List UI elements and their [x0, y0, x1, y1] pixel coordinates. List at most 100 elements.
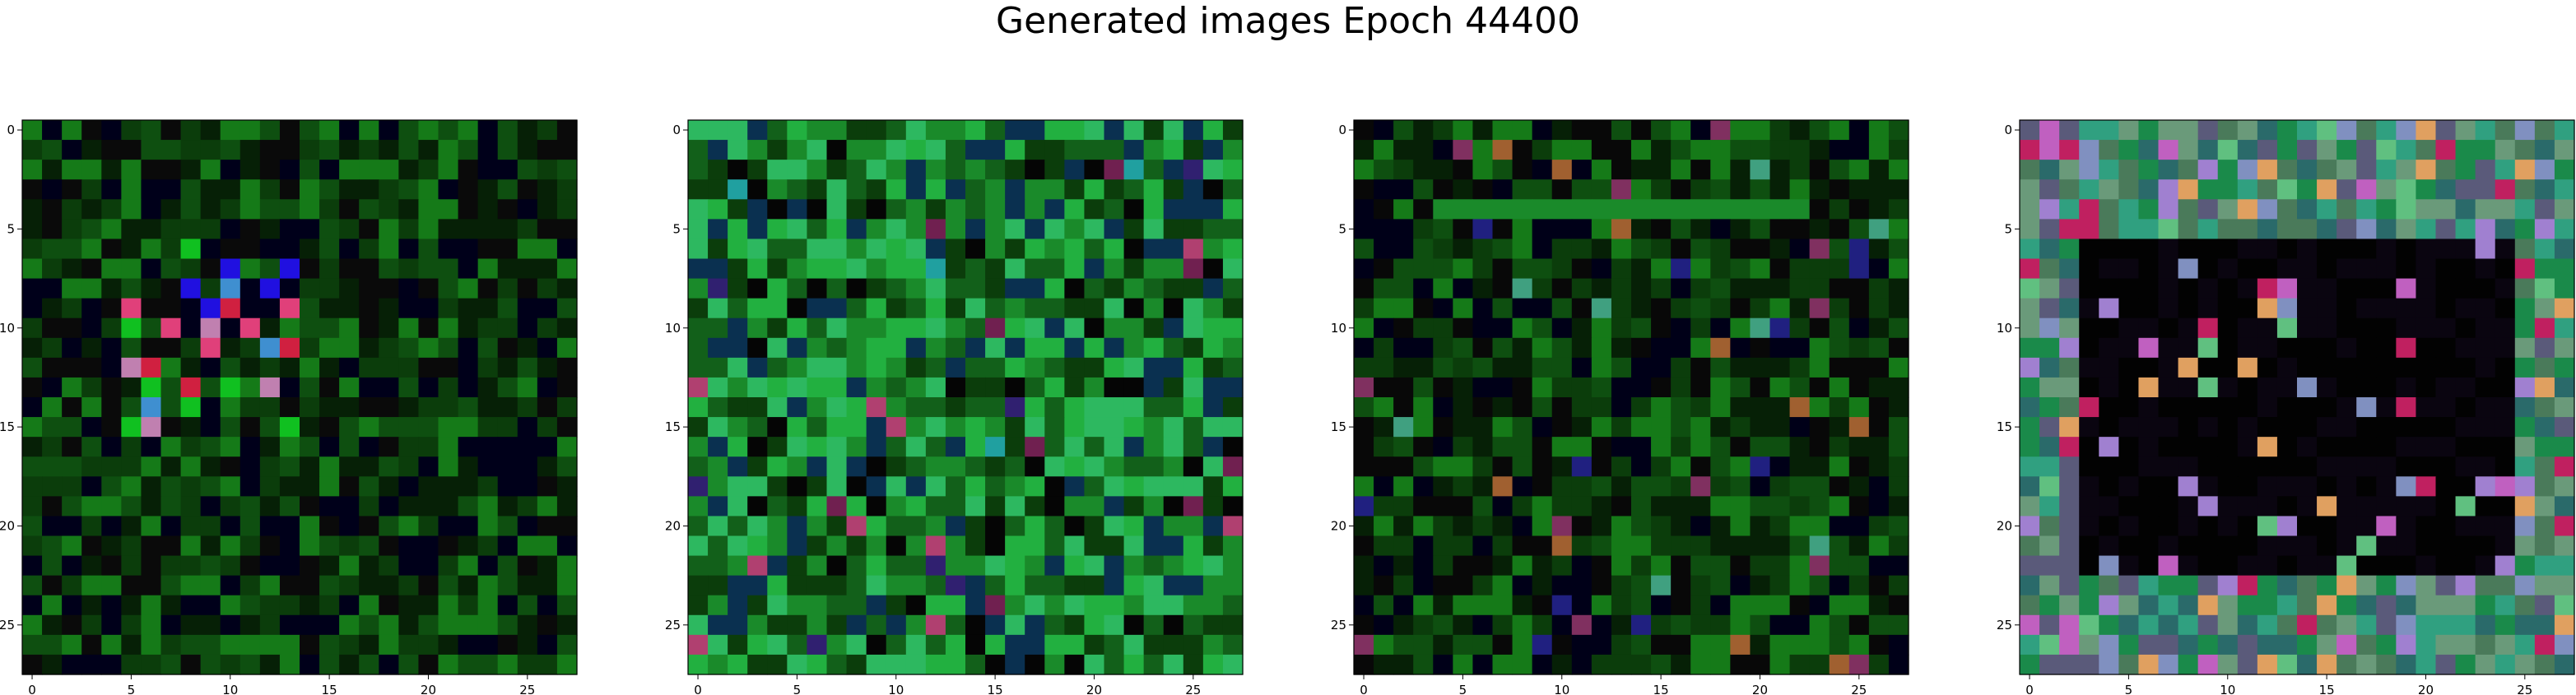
heatmap-cell: [2356, 456, 2377, 477]
heatmap-cell: [2337, 179, 2357, 200]
heatmap-cell: [866, 555, 887, 577]
heatmap-cell: [398, 160, 420, 180]
heatmap-cell: [2257, 219, 2278, 240]
heatmap-cell: [81, 160, 102, 180]
heatmap-cell: [438, 298, 459, 319]
heatmap-cell: [1532, 357, 1553, 378]
heatmap-cell: [2455, 219, 2476, 240]
heatmap-cell: [826, 317, 848, 339]
heatmap-cell: [866, 575, 887, 596]
heatmap-cell: [1611, 476, 1632, 497]
heatmap-cell: [708, 555, 728, 577]
heatmap-cell: [1472, 337, 1494, 359]
heatmap-cell: [2099, 258, 2119, 280]
heatmap-cell: [2554, 219, 2575, 240]
heatmap-cell: [2554, 496, 2575, 517]
heatmap-cell: [2396, 219, 2417, 240]
heatmap-cell: [101, 654, 122, 675]
heatmap-cell: [2495, 437, 2516, 457]
heatmap-cell: [398, 417, 420, 438]
heatmap-cell: [1690, 219, 1711, 240]
heatmap-cell: [747, 397, 768, 418]
heatmap-cell: [2276, 278, 2298, 299]
heatmap-cell: [1690, 575, 1711, 596]
heatmap-cell: [1354, 120, 1374, 141]
heatmap-cell: [418, 496, 439, 517]
heatmap-cell: [2475, 397, 2496, 418]
heatmap-cell: [1354, 437, 1374, 457]
heatmap-cell: [1888, 278, 1909, 299]
heatmap-cell: [1143, 595, 1165, 616]
heatmap-cell: [708, 456, 728, 477]
heatmap-cell: [2079, 140, 2099, 160]
heatmap-cell: [239, 160, 261, 180]
heatmap-cell: [2138, 160, 2160, 180]
heatmap-cell: [905, 456, 927, 477]
heatmap-cell: [2317, 654, 2337, 675]
heatmap-cell: [2276, 179, 2298, 200]
heatmap-cell: [2376, 357, 2397, 378]
heatmap-cell: [866, 120, 887, 141]
heatmap-cell: [2079, 476, 2099, 497]
heatmap-cell: [398, 397, 420, 418]
heatmap-cell: [1868, 516, 1890, 537]
heatmap-cell: [556, 575, 578, 596]
heatmap-cell: [1123, 555, 1145, 577]
heatmap-cell: [1551, 120, 1573, 141]
heatmap-cell: [2257, 337, 2278, 359]
heatmap-cell: [220, 614, 241, 636]
heatmap-cell: [1453, 258, 1474, 280]
heatmap-cell: [1868, 437, 1890, 457]
heatmap-cell: [259, 456, 281, 477]
heatmap-cell: [985, 397, 1006, 418]
heatmap-cell: [121, 239, 142, 260]
heatmap-cell: [2118, 535, 2140, 557]
heatmap-cell: [379, 397, 399, 418]
heatmap-cell: [708, 437, 728, 457]
heatmap-cell: [1690, 140, 1711, 160]
heatmap-cell: [2455, 317, 2476, 339]
heatmap-cell: [2317, 496, 2337, 517]
heatmap-cell: [497, 337, 518, 359]
heatmap-cell: [359, 496, 379, 517]
heatmap-cell: [2217, 140, 2239, 160]
heatmap-cell: [81, 278, 102, 299]
heatmap-cell: [458, 496, 479, 517]
heatmap-cell: [101, 120, 122, 141]
heatmap-cell: [1413, 417, 1434, 438]
heatmap-cell: [1453, 634, 1474, 656]
heatmap-cell: [2257, 614, 2278, 636]
heatmap-cell: [2475, 140, 2496, 160]
heatmap-cell: [1492, 317, 1514, 339]
heatmap-cell: [2514, 516, 2536, 537]
heatmap-cell: [22, 634, 43, 656]
heatmap-cell: [379, 595, 399, 616]
heatmap-cell: [101, 179, 122, 200]
heatmap-cell: [1551, 357, 1573, 378]
heatmap-cell: [1143, 337, 1165, 359]
heatmap-cell: [1183, 199, 1204, 220]
heatmap-cell: [1222, 634, 1244, 656]
heatmap-cell: [398, 199, 420, 220]
heatmap-cell: [925, 317, 946, 339]
heatmap-cell: [767, 258, 788, 280]
heatmap-cell: [866, 317, 887, 339]
heatmap-cell: [708, 535, 728, 557]
heatmap-cell: [438, 575, 459, 596]
heatmap-cell: [2297, 258, 2318, 280]
heatmap-cell: [62, 357, 82, 378]
heatmap-cell: [1690, 535, 1711, 557]
heatmap-cell: [141, 377, 162, 398]
heatmap-cell: [1868, 219, 1890, 240]
heatmap-cell: [1809, 377, 1830, 398]
heatmap-cell: [2020, 278, 2040, 299]
heatmap-cell: [259, 219, 281, 240]
x-tick-label: 10: [2220, 683, 2235, 695]
heatmap-cell: [1591, 535, 1612, 557]
heatmap-cell: [728, 516, 748, 537]
heatmap-cell: [359, 219, 379, 240]
heatmap-cell: [398, 120, 420, 141]
heatmap-cell: [497, 140, 518, 160]
heatmap-cell: [2317, 258, 2337, 280]
heatmap-cell: [497, 437, 518, 457]
